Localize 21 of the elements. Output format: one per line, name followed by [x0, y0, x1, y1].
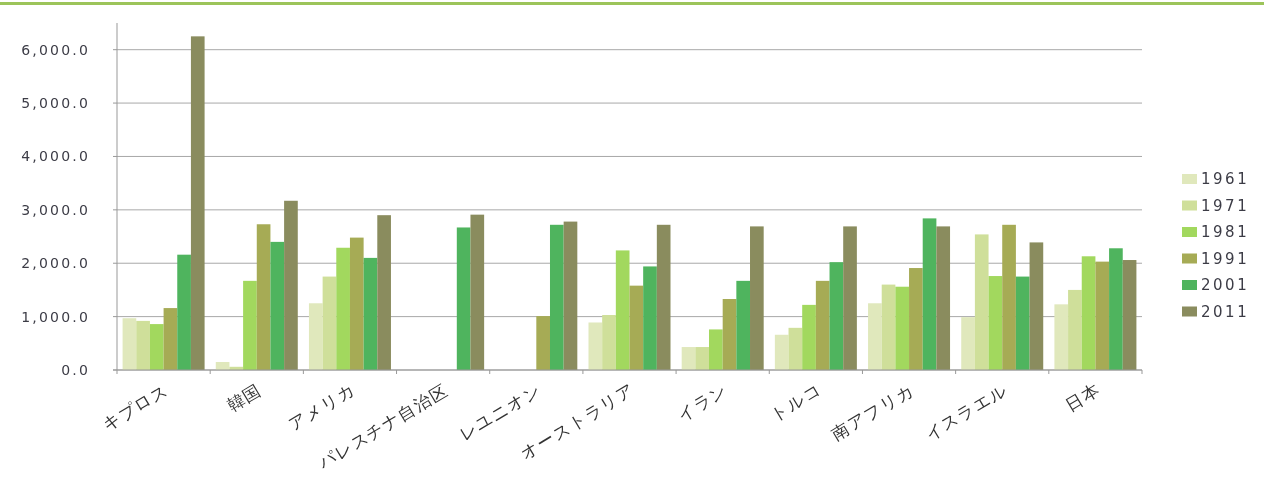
x-tick-label: アメリカ	[284, 379, 359, 435]
legend-label: 1961	[1201, 170, 1250, 188]
legend-label: 2001	[1201, 276, 1250, 294]
y-tick-label: 0.0	[61, 362, 90, 378]
x-tick-label: イスラエル	[921, 379, 1011, 445]
y-tick-label: 3,000.0	[21, 201, 90, 218]
x-tick-label: イラン	[673, 379, 732, 425]
x-tick-label: 南アフリカ	[828, 379, 918, 445]
legend-label: 2011	[1201, 302, 1250, 321]
y-tick-label: 4,000.0	[21, 148, 90, 165]
y-tick-label: 1,000.0	[21, 308, 90, 325]
legend-label: 1991	[1201, 249, 1250, 268]
y-tick-label: 2,000.0	[21, 255, 90, 272]
y-tick-label: 5,000.0	[21, 95, 90, 112]
y-tick-label: 6,000.0	[21, 41, 90, 58]
x-tick-label: 韓国	[223, 379, 266, 416]
legend-label: 1971	[1201, 196, 1250, 215]
x-tick-label: キプロス	[98, 379, 173, 435]
x-tick-label: 日本	[1062, 379, 1105, 416]
x-tick-label: トルコ	[766, 379, 825, 425]
legend-label: 1981	[1201, 223, 1250, 241]
